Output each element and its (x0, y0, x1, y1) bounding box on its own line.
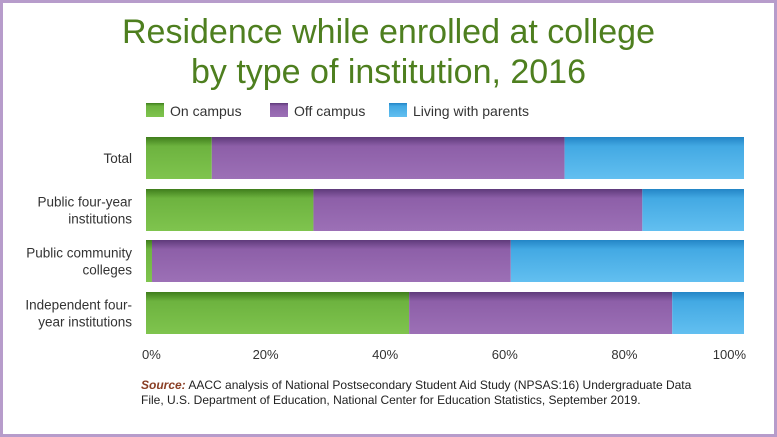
x-tick-label-0: 0% (142, 347, 161, 362)
chart-title-line-2: by type of institution, 2016 (190, 53, 587, 91)
x-axis-ticks: 0% 20% 40% 60% 80% 100% (142, 347, 746, 362)
legend-swatch-2 (389, 103, 407, 117)
source-note: Source: AACC analysis of National Postse… (141, 378, 701, 408)
chart-title: Residence while enrolled at college by t… (0, 12, 777, 92)
x-tick-label-3: 60% (492, 347, 518, 362)
category-label-3-1: year institutions (38, 315, 132, 330)
bar-segment-2-1 (151, 240, 511, 282)
category-label-1-1: institutions (68, 212, 132, 227)
bar-segment-3-2 (672, 292, 744, 334)
bar-segment-2-2 (510, 240, 744, 282)
bar-segment-3-1 (409, 292, 673, 334)
legend-label-0: On campus (170, 103, 242, 119)
bar-segment-1-0 (146, 189, 314, 231)
legend-swatch-1 (270, 103, 288, 117)
x-tick-label-5: 100% (713, 347, 747, 362)
category-labels: Total Public four-year institutions Public … (25, 151, 132, 330)
x-tick-label-2: 40% (372, 347, 398, 362)
category-label-3-0: Independent four- (25, 298, 132, 313)
source-text: AACC analysis of National Postsecondary … (141, 378, 692, 407)
legend: On campus Off campus Living with parents (146, 103, 529, 119)
category-label-2-0: Public community (26, 246, 132, 261)
source-label: Source: (141, 378, 186, 392)
bar-segment-1-1 (313, 189, 643, 231)
category-label-0-0: Total (103, 151, 132, 166)
category-label-2-1: colleges (82, 263, 132, 278)
x-tick-label-4: 80% (611, 347, 637, 362)
legend-swatch-0 (146, 103, 164, 117)
bars (146, 137, 744, 334)
category-label-1-0: Public four-year (37, 195, 132, 210)
bar-segment-0-1 (211, 137, 565, 179)
legend-label-2: Living with parents (413, 103, 529, 119)
bar-segment-3-0 (146, 292, 410, 334)
bar-segment-0-0 (146, 137, 212, 179)
bar-segment-1-2 (642, 189, 744, 231)
legend-label-1: Off campus (294, 103, 365, 119)
bar-segment-0-2 (564, 137, 744, 179)
x-tick-label-1: 20% (253, 347, 279, 362)
chart-title-line-1: Residence while enrolled at college (122, 13, 655, 51)
bar-segment-2-0 (146, 240, 152, 282)
